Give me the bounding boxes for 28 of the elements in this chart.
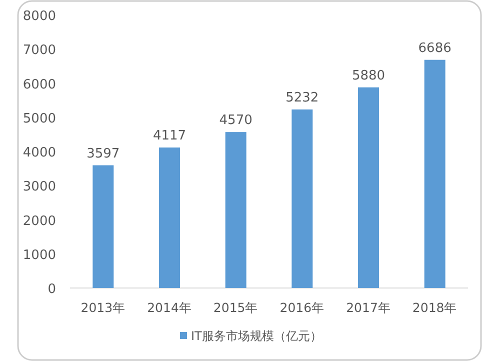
y-tick-label: 2000 [22, 214, 56, 229]
y-tick-label: 1000 [22, 248, 56, 263]
bar [424, 60, 446, 288]
bar [225, 132, 246, 288]
y-tick-label: 5000 [22, 111, 56, 126]
x-tick-label: 2014年 [147, 300, 192, 315]
x-tick-label: 2015年 [213, 300, 258, 315]
y-tick-label: 4000 [22, 146, 56, 160]
x-tick-label: 2017年 [346, 300, 391, 315]
bar [159, 148, 180, 288]
data-label: 6686 [418, 40, 452, 56]
y-tick-label: 7000 [22, 43, 56, 58]
data-label: 3597 [86, 146, 120, 162]
y-tick-label: 8000 [22, 9, 56, 24]
x-tick-label: 2016年 [280, 300, 325, 315]
x-tick-label: 2018年 [412, 300, 458, 315]
y-tick-label: 6000 [22, 77, 56, 92]
bar [292, 109, 313, 288]
legend-label: IT服务市场规模（亿元） [191, 329, 322, 343]
data-label: 5232 [286, 90, 319, 106]
y-tick-label: 3000 [22, 180, 56, 195]
data-label: 5880 [352, 68, 386, 84]
x-tick-label: 2013年 [80, 300, 126, 315]
data-label: 4117 [152, 128, 186, 144]
data-label: 4570 [219, 113, 252, 128]
bar [92, 165, 114, 288]
y-tick-label: 0 [48, 282, 56, 297]
bar [358, 87, 379, 288]
